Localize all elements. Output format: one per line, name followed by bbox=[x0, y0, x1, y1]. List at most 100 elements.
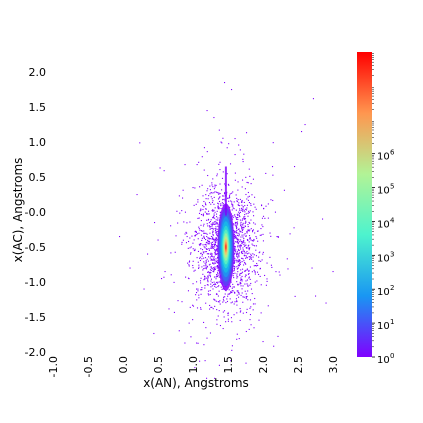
density-point bbox=[219, 324, 222, 327]
density-point bbox=[241, 186, 243, 188]
density-point bbox=[212, 246, 214, 248]
density-point bbox=[198, 217, 200, 219]
density-point bbox=[218, 276, 220, 278]
density-point bbox=[249, 238, 251, 240]
density-point bbox=[173, 311, 175, 313]
density-point bbox=[199, 210, 201, 212]
density-point bbox=[234, 257, 236, 259]
density-point bbox=[230, 213, 233, 215]
density-point bbox=[236, 261, 238, 263]
density-point bbox=[213, 223, 215, 225]
density-point bbox=[210, 242, 212, 244]
density-point bbox=[239, 211, 241, 213]
density-point bbox=[234, 232, 236, 234]
density-point bbox=[236, 241, 238, 243]
density-point bbox=[261, 259, 263, 261]
density-point bbox=[227, 314, 229, 316]
density-point bbox=[216, 173, 218, 175]
density-point bbox=[204, 251, 206, 253]
density-point bbox=[205, 260, 207, 262]
density-point bbox=[271, 266, 273, 268]
colorbar-tick-exponent: 1 bbox=[390, 318, 394, 326]
density-point bbox=[178, 195, 180, 197]
density-point bbox=[237, 283, 239, 285]
density-point bbox=[195, 203, 197, 205]
density-point bbox=[223, 195, 225, 197]
density-point bbox=[238, 259, 240, 261]
density-point bbox=[294, 295, 296, 297]
density-point bbox=[236, 304, 238, 306]
density-point bbox=[241, 209, 243, 211]
density-point bbox=[236, 273, 238, 275]
density-point bbox=[234, 292, 236, 294]
density-point bbox=[207, 271, 209, 273]
density-point bbox=[252, 211, 254, 213]
density-point bbox=[209, 232, 211, 234]
density-point bbox=[200, 289, 202, 291]
density-point bbox=[237, 239, 239, 241]
density-point bbox=[199, 256, 201, 258]
density-point bbox=[201, 230, 203, 232]
density-point bbox=[289, 233, 291, 235]
density-point bbox=[248, 273, 250, 275]
density-point bbox=[234, 241, 236, 243]
density-point bbox=[219, 300, 221, 302]
density-point bbox=[241, 243, 243, 245]
density-point bbox=[212, 228, 214, 230]
density-point bbox=[210, 255, 212, 258]
density-point bbox=[257, 273, 260, 276]
density-point bbox=[227, 318, 229, 320]
density-point bbox=[201, 156, 203, 158]
density-point bbox=[213, 249, 216, 251]
density-point bbox=[217, 217, 219, 219]
density-point bbox=[210, 253, 212, 255]
density-point bbox=[247, 199, 249, 201]
density-point bbox=[270, 199, 272, 201]
density-point bbox=[238, 232, 240, 234]
density-point bbox=[188, 261, 190, 263]
density-point bbox=[243, 296, 245, 298]
density-point bbox=[250, 257, 252, 259]
density-point bbox=[241, 231, 243, 233]
density-point bbox=[233, 234, 235, 236]
density-point bbox=[216, 228, 218, 230]
density-point bbox=[238, 338, 240, 340]
density-point bbox=[206, 233, 208, 235]
density-point bbox=[245, 254, 247, 257]
density-point bbox=[205, 238, 207, 241]
density-point bbox=[248, 270, 250, 272]
density-point bbox=[255, 249, 257, 251]
density-point bbox=[212, 268, 214, 270]
density-point bbox=[200, 208, 202, 210]
density-point bbox=[212, 256, 214, 258]
density-point bbox=[225, 302, 227, 304]
density-point bbox=[227, 295, 229, 297]
density-point bbox=[237, 189, 239, 191]
y-tick-label: 2.0 bbox=[29, 66, 47, 79]
density-point bbox=[211, 282, 213, 284]
colorbar-tick-label: 10 bbox=[377, 355, 390, 366]
density-point bbox=[217, 206, 219, 208]
density-point bbox=[188, 264, 190, 266]
density-point bbox=[246, 204, 249, 206]
density-point bbox=[240, 201, 243, 203]
density-point bbox=[228, 200, 230, 202]
x-tick-label: 3.0 bbox=[327, 356, 340, 374]
density-point bbox=[240, 269, 242, 271]
density-point bbox=[272, 174, 274, 176]
density-point bbox=[249, 257, 251, 259]
density-point bbox=[207, 243, 209, 245]
density-point bbox=[293, 227, 295, 229]
density-point bbox=[245, 311, 248, 314]
density-point bbox=[220, 205, 222, 207]
density-point bbox=[215, 245, 218, 247]
density-point bbox=[233, 269, 235, 271]
density-point bbox=[222, 327, 224, 330]
density-point bbox=[249, 222, 251, 224]
density-point bbox=[213, 262, 215, 264]
density-point bbox=[255, 245, 258, 247]
density-point bbox=[189, 247, 191, 249]
density-point bbox=[238, 239, 240, 241]
colorbar-tick-exponent: 2 bbox=[390, 284, 394, 292]
